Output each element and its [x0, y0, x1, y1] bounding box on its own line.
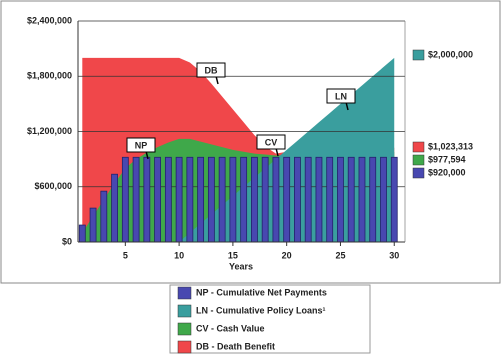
x-tick-label: 20: [282, 250, 292, 260]
callout-label: NP: [135, 140, 148, 150]
bar: [326, 156, 334, 243]
bar: [337, 156, 344, 243]
bar: [347, 156, 355, 243]
legend-swatch: [177, 322, 192, 336]
bar: [369, 156, 377, 243]
end-label: $977,594: [428, 154, 466, 164]
bar: [78, 224, 86, 243]
bar: [121, 156, 129, 243]
end-label: $2,000,000: [428, 49, 473, 59]
y-tick-label: $0: [62, 236, 72, 246]
bar: [240, 156, 248, 243]
callout-box: [256, 134, 286, 150]
x-tick-label: 30: [389, 250, 399, 260]
bar: [390, 156, 398, 243]
bar: [164, 156, 172, 243]
y-tick-label: $1,800,000: [27, 71, 72, 81]
end-label-swatch: [412, 49, 425, 61]
y-tick-label: $600,000: [34, 181, 72, 191]
legend-label: LN - Cumulative Policy Loans¹: [196, 305, 326, 315]
end-label-swatch: [412, 154, 425, 166]
bar: [218, 156, 226, 243]
bar: [111, 173, 118, 243]
legend-swatch: [177, 286, 192, 300]
legend-label: NP - Cumulative Net Payments: [196, 287, 327, 297]
x-tick-label: 15: [228, 250, 238, 260]
bar: [132, 156, 140, 243]
bar: [89, 207, 97, 243]
bar: [358, 156, 366, 243]
bar: [261, 156, 269, 243]
bar: [100, 190, 108, 243]
bar: [380, 156, 387, 243]
callout-label: DB: [205, 65, 218, 75]
end-label: $920,000: [428, 167, 466, 177]
callout-label: LN: [335, 91, 347, 101]
bar: [251, 156, 258, 243]
callout-box: [196, 62, 226, 78]
bar: [272, 156, 280, 243]
y-tick-label: $1,200,000: [27, 126, 72, 136]
bar: [315, 156, 323, 243]
x-tick-label: 5: [123, 250, 128, 260]
bar: [186, 156, 194, 243]
bar: [207, 156, 215, 243]
legend-label: CV - Cash Value: [196, 323, 265, 333]
callout-label: CV: [265, 137, 278, 147]
legend-swatch: [177, 304, 192, 318]
legend-swatch: [177, 340, 192, 354]
bar: [294, 156, 301, 243]
callout-box: [126, 137, 156, 153]
bar: [304, 156, 312, 243]
end-label-swatch: [412, 141, 425, 153]
x-tick-label: 25: [335, 250, 345, 260]
bar: [197, 156, 205, 243]
bar: [154, 156, 161, 243]
end-label: $1,023,313: [428, 141, 473, 151]
bar: [283, 156, 291, 243]
end-label-swatch: [412, 167, 425, 179]
legend-frame: [169, 284, 371, 354]
x-axis-label: Years: [229, 261, 253, 271]
x-tick-label: 10: [174, 250, 184, 260]
callout-box: [326, 88, 356, 104]
bar: [143, 156, 151, 243]
legend-label: DB - Death Benefit: [196, 341, 275, 351]
y-tick-label: $2,400,000: [27, 15, 72, 25]
bar: [175, 156, 183, 243]
bar: [229, 156, 237, 243]
